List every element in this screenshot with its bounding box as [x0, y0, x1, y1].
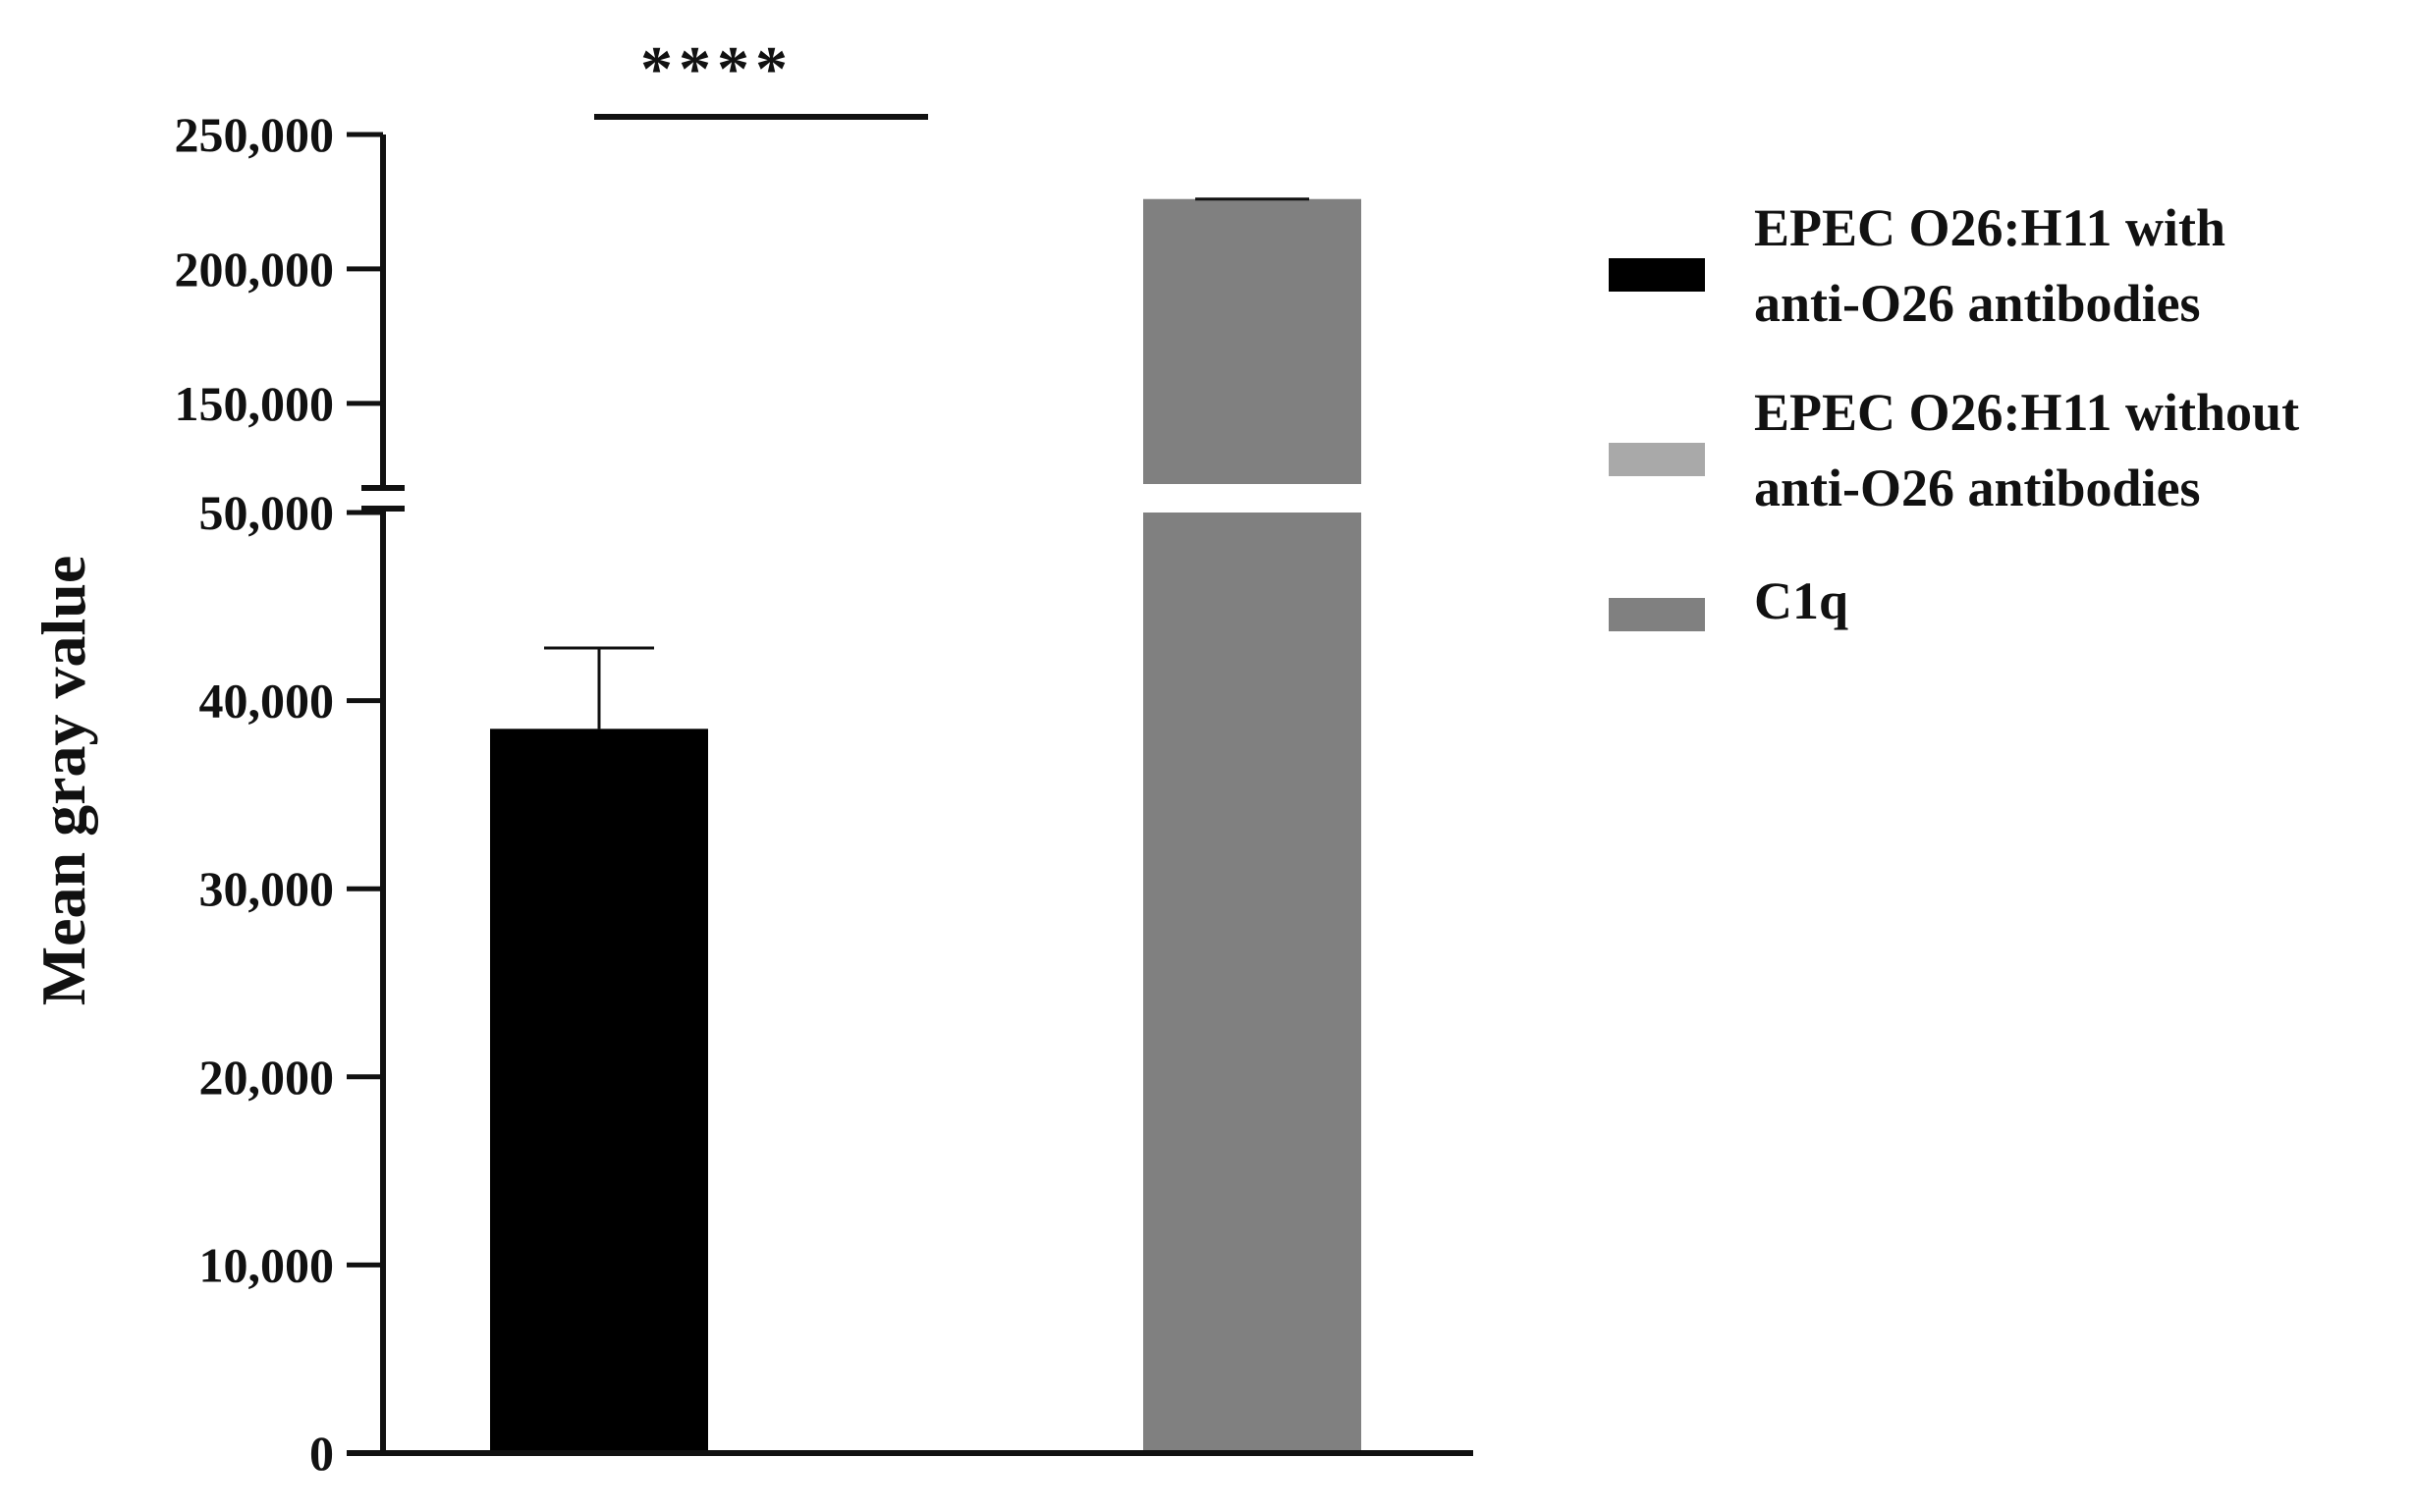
- significance-label: ****: [640, 33, 794, 105]
- legend-label: anti-O26 antibodies: [1754, 274, 2201, 333]
- bar-2-upper: [1143, 198, 1361, 484]
- legend-swatch-2: [1609, 598, 1705, 631]
- legend-label: anti-O26 antibodies: [1754, 459, 2201, 517]
- y-tick-label: 50,000: [199, 485, 335, 540]
- legend-label: EPEC O26:H11 with: [1754, 198, 2225, 257]
- legend-label: C1q: [1754, 571, 1848, 630]
- y-tick-label: 30,000: [199, 861, 335, 916]
- y-tick-label: 40,000: [199, 674, 335, 729]
- bar-2-lower: [1143, 513, 1361, 1453]
- y-tick-label: 0: [309, 1426, 334, 1481]
- bar-0: [490, 729, 708, 1453]
- y-tick-label: 150,000: [175, 376, 335, 431]
- y-tick-label: 200,000: [175, 242, 335, 297]
- y-tick-label: 250,000: [175, 107, 335, 162]
- legend-label: EPEC O26:H11 without: [1754, 383, 2299, 442]
- legend-swatch-0: [1609, 258, 1705, 292]
- legend-swatch-1: [1609, 443, 1705, 476]
- y-tick-label: 10,000: [199, 1237, 335, 1292]
- y-axis-title: Mean gray value: [28, 556, 98, 1006]
- y-tick-label: 20,000: [199, 1050, 335, 1105]
